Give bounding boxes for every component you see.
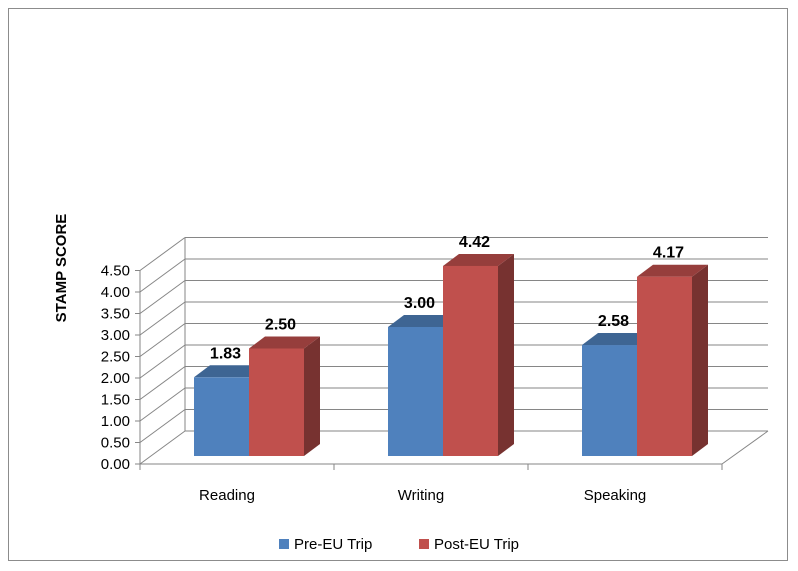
data-label: 4.17 xyxy=(653,245,684,262)
legend-label: Pre-EU Trip xyxy=(294,536,372,553)
category-label: Writing xyxy=(398,487,444,504)
y-tick-label: 1.00 xyxy=(101,413,130,430)
bar-top xyxy=(388,315,459,327)
gridline-depth xyxy=(139,387,186,422)
bar-post-eu-trip-speaking xyxy=(637,264,708,456)
legend-item: Post-EU Trip xyxy=(419,536,519,553)
bar-front xyxy=(443,265,498,456)
y-tick-label: 4.50 xyxy=(101,263,130,280)
bar-front xyxy=(582,345,637,456)
bar-top xyxy=(249,336,320,349)
bar-post-eu-trip-writing xyxy=(443,253,514,456)
bar-top xyxy=(194,365,265,378)
legend: Pre-EU Trip Post-EU Trip xyxy=(279,536,519,553)
y-axis-label: STAMP SCORE xyxy=(53,214,70,323)
y-tick-labels: 0.00 0.50 1.00 1.50 2.00 2.50 3.00 3.50 4.00 4.50 xyxy=(101,263,130,474)
data-labels: 1.83 2.50 3.00 4.42 2.58 4.17 xyxy=(210,234,684,362)
category-label: Speaking xyxy=(584,487,647,504)
legend-label: Post-EU Trip xyxy=(434,536,519,553)
data-label: 3.00 xyxy=(404,295,435,312)
bar-side xyxy=(692,264,708,456)
bar-top xyxy=(582,333,653,346)
gridline-depth xyxy=(139,323,186,357)
gridline-depth xyxy=(139,430,186,465)
bar-front xyxy=(388,327,443,456)
category-label: Reading xyxy=(199,487,255,504)
y-tick-label: 3.00 xyxy=(101,327,130,344)
legend-swatch xyxy=(279,539,289,549)
legend-item: Pre-EU Trip xyxy=(279,536,372,553)
gridline-depth xyxy=(139,258,186,293)
y-tick-label: 0.00 xyxy=(101,456,130,473)
bar-front xyxy=(637,276,692,456)
bar-top xyxy=(637,264,708,277)
bar-post-eu-trip-reading xyxy=(249,336,320,456)
y-tick-label: 1.50 xyxy=(101,392,130,409)
bar-front xyxy=(194,377,249,456)
bar-side xyxy=(498,253,514,456)
y-tick-label: 0.50 xyxy=(101,435,130,452)
gridline-depth xyxy=(139,301,186,336)
bar-front xyxy=(249,348,304,456)
gridline-depth xyxy=(139,237,186,271)
gridline-depth xyxy=(139,409,186,443)
y-tick-label: 3.50 xyxy=(101,306,130,323)
data-label: 4.42 xyxy=(459,234,490,251)
y-tick-label: 4.00 xyxy=(101,284,130,301)
data-label: 1.83 xyxy=(210,345,241,362)
bars xyxy=(194,253,708,456)
floor-right-edge xyxy=(721,430,769,465)
x-category-labels: Reading Writing Speaking xyxy=(199,487,646,504)
gridline-depth xyxy=(139,344,186,379)
bar-side xyxy=(304,336,320,456)
gridline-depth xyxy=(139,280,186,314)
legend-swatch xyxy=(419,539,429,549)
bar-top xyxy=(443,253,514,266)
data-label: 2.50 xyxy=(265,317,296,334)
y-tick-label: 2.00 xyxy=(101,370,130,387)
y-tick-label: 2.50 xyxy=(101,349,130,366)
data-label: 2.58 xyxy=(598,313,629,330)
gridline-depth xyxy=(139,366,186,400)
